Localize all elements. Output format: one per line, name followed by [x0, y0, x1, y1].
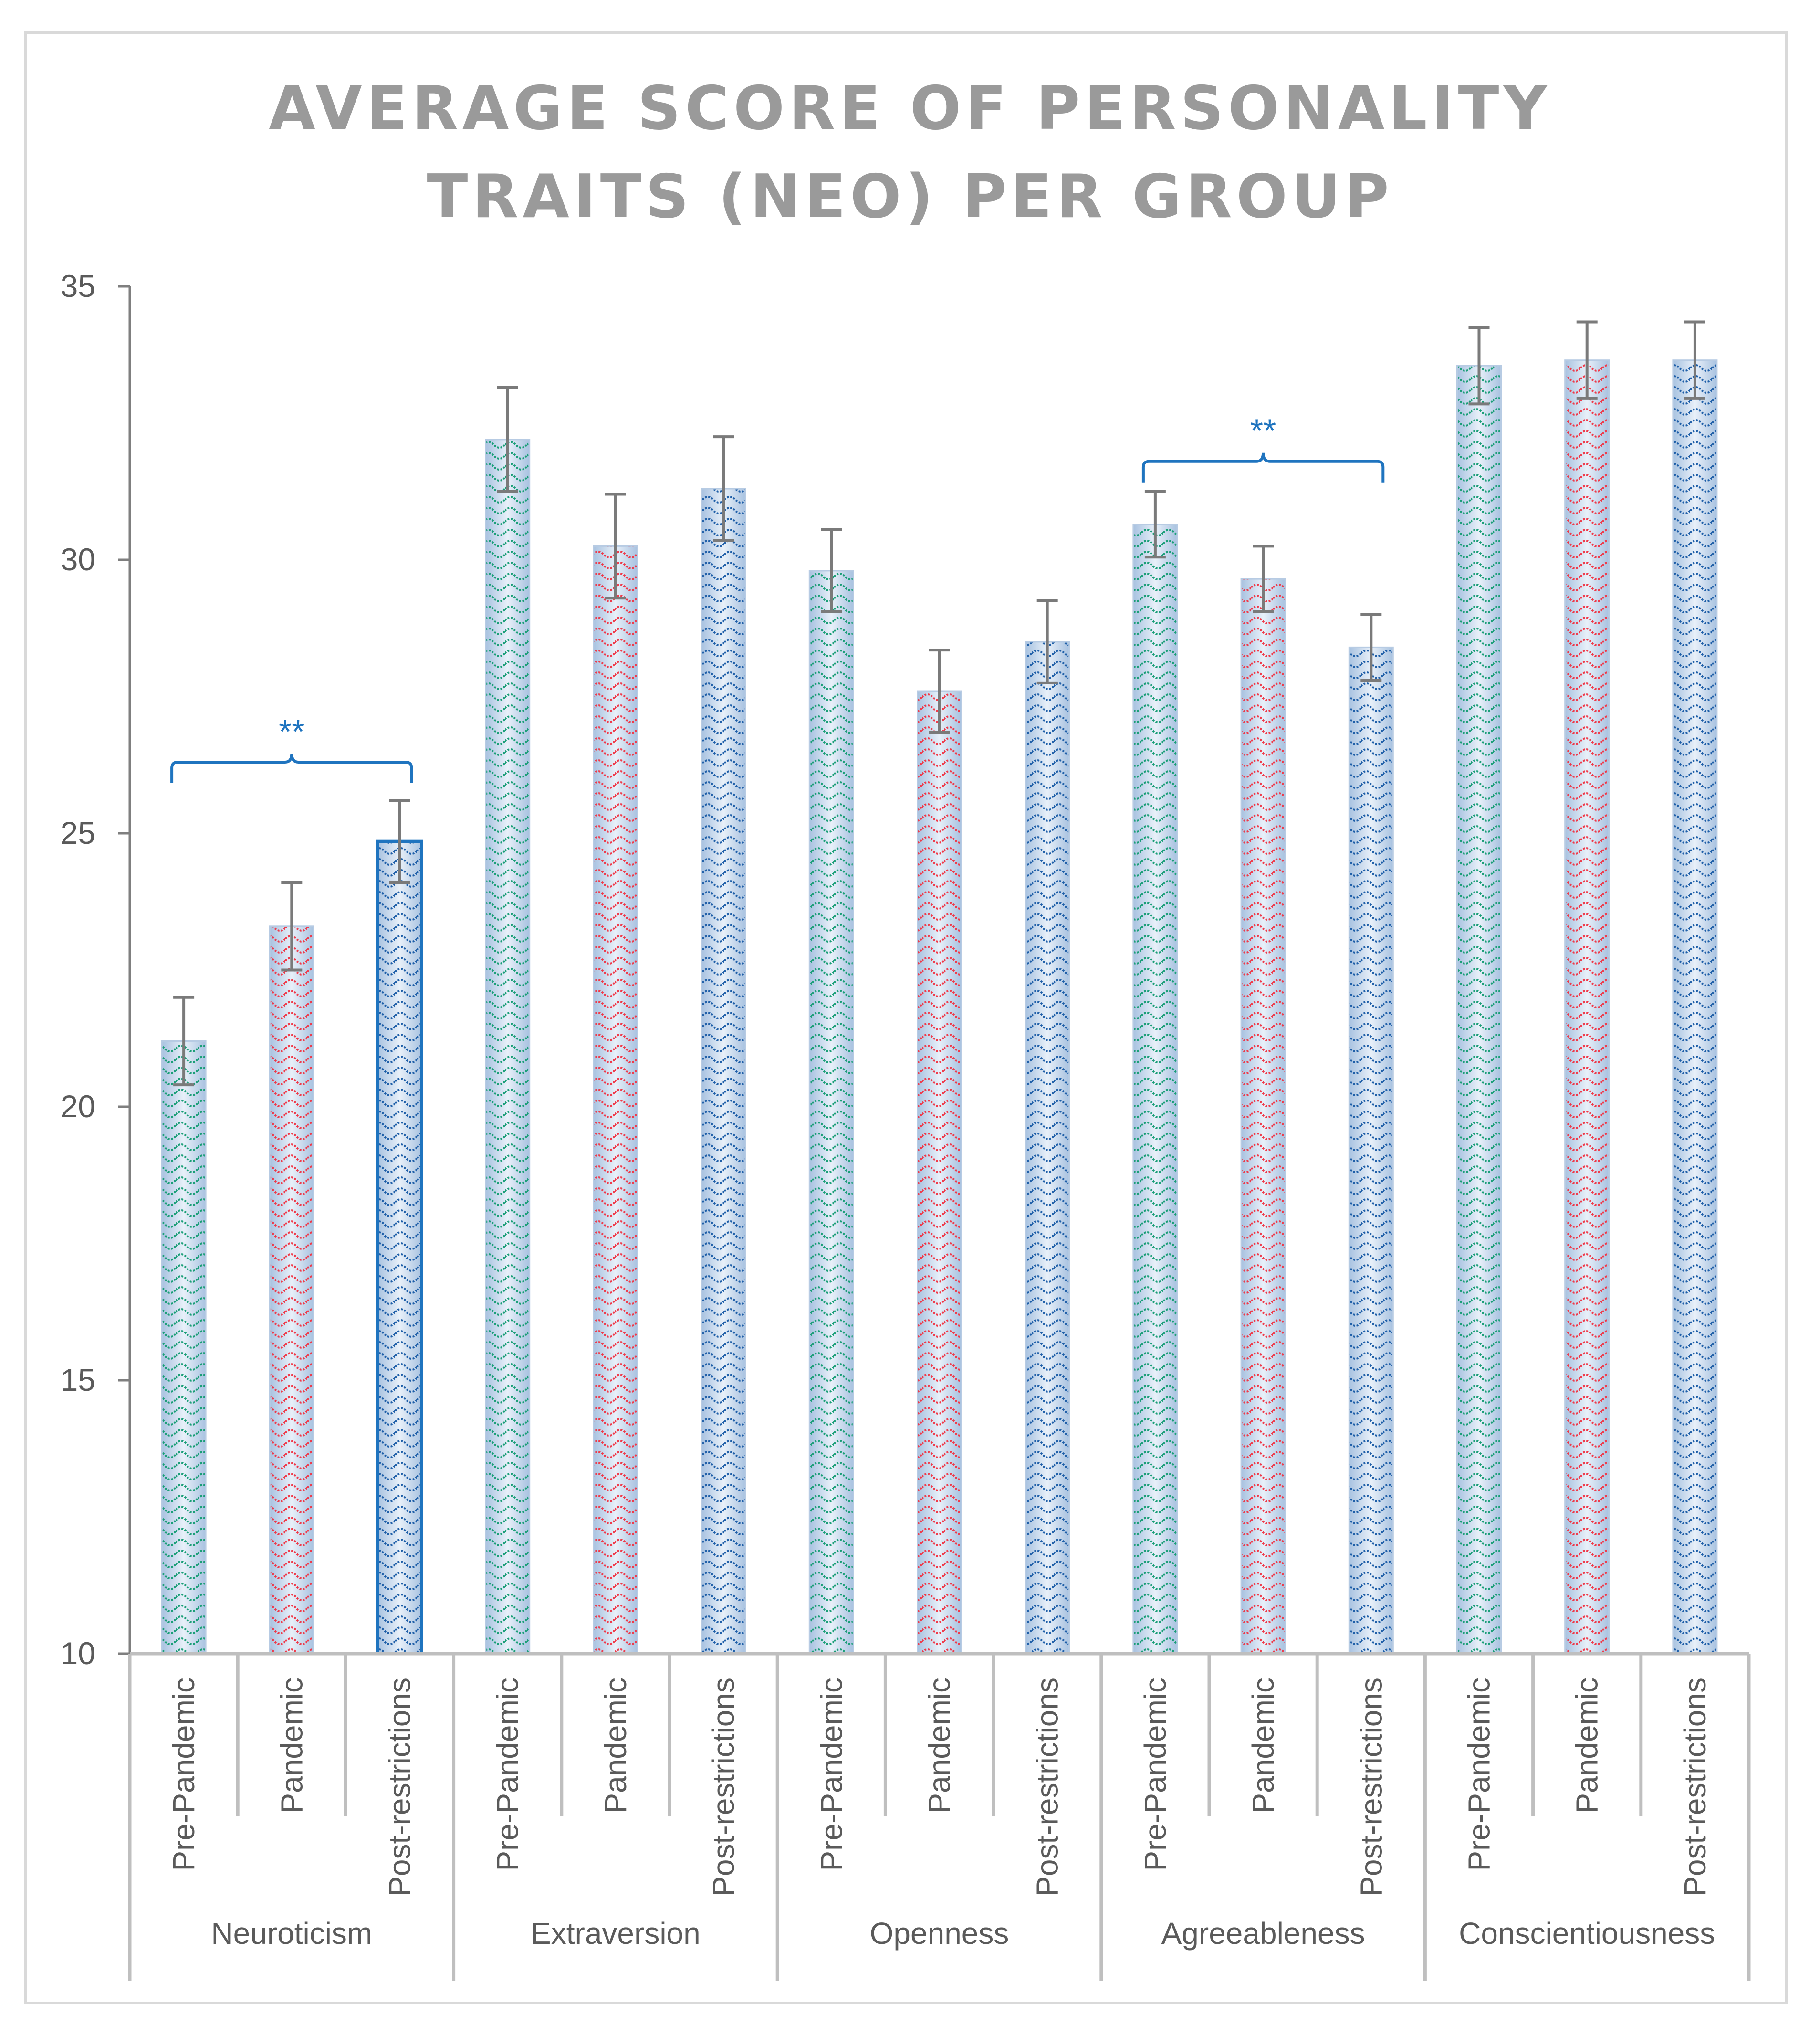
x-category-label: Pandemic: [274, 1678, 309, 1814]
x-category-label: Pre-Pandemic: [491, 1678, 525, 1871]
bar-pattern: [701, 489, 746, 1654]
error-bar-extraversion-post-restrictions: [713, 435, 734, 542]
x-group-label: Neuroticism: [211, 1916, 372, 1951]
error-bar-conscientiousness-post-restrictions: [1684, 320, 1705, 400]
x-category-label: Pandemic: [1246, 1678, 1280, 1814]
bar-pattern: [809, 570, 854, 1654]
x-category-label: Pre-Pandemic: [1138, 1678, 1172, 1871]
significance-bracket-line: [170, 753, 413, 784]
chart-title-line-1: AVERAGE SCORE OF PERSONALITY: [269, 73, 1551, 143]
bar-pattern: [1349, 647, 1393, 1654]
bar-conscientiousness-pandemic: [1564, 359, 1610, 1655]
bar-extraversion-post-restrictions: [701, 488, 746, 1655]
x-category-label: Pandemic: [1570, 1678, 1604, 1814]
y-tick-label: 25: [61, 815, 95, 850]
x-group-label: Conscientiousness: [1459, 1916, 1715, 1951]
error-bar-neuroticism-post-restrictions: [389, 799, 410, 884]
bar-neuroticism-pandemic: [269, 925, 314, 1655]
bar-neuroticism-post-restrictions: [376, 839, 423, 1656]
x-category-label: Pandemic: [922, 1678, 957, 1814]
error-bar-agreeableness-pandemic: [1253, 545, 1274, 613]
x-category-label: Pre-Pandemic: [167, 1678, 201, 1871]
y-axis: 10 15 20 25 30 35: [61, 268, 131, 1671]
bar-pattern: [162, 1041, 206, 1654]
bar-agreeableness-post-restrictions: [1348, 646, 1394, 1655]
bar-neuroticism-pre-pandemic: [161, 1040, 207, 1655]
x-category-label: Pre-Pandemic: [814, 1678, 848, 1871]
error-bar-conscientiousness-pre-pandemic: [1468, 325, 1490, 406]
bar-extraversion-pre-pandemic: [485, 439, 531, 1655]
significance-bracket: **: [170, 713, 413, 784]
bar-openness-pandemic: [917, 690, 962, 1655]
error-bar-openness-post-restrictions: [1036, 599, 1058, 684]
error-bar-neuroticism-pre-pandemic: [173, 996, 195, 1087]
bar-extraversion-pandemic: [593, 545, 638, 1655]
bar-pattern: [1565, 360, 1609, 1654]
bar-pattern: [593, 546, 638, 1654]
bar-agreeableness-pre-pandemic: [1132, 524, 1178, 1655]
y-tick-label: 20: [61, 1089, 95, 1124]
bar-pattern: [1025, 641, 1069, 1654]
error-bar-openness-pandemic: [929, 649, 950, 734]
y-tick-label: 35: [61, 268, 95, 304]
x-category-label: Post-restrictions: [383, 1678, 417, 1897]
bar-openness-pre-pandemic: [808, 570, 854, 1655]
significance-bracket-line: [1141, 452, 1385, 483]
bar-conscientiousness-post-restrictions: [1672, 359, 1718, 1655]
bar-pattern: [1457, 366, 1501, 1654]
significance-label: **: [1250, 412, 1276, 450]
significance-bracket: **: [1141, 412, 1385, 483]
bars-layer: [161, 359, 1718, 1656]
x-category-label: Pandemic: [598, 1678, 633, 1814]
bar-pattern: [270, 926, 314, 1654]
bar-pattern: [377, 841, 422, 1654]
bar-pattern: [1133, 524, 1177, 1654]
y-tick-label: 10: [61, 1636, 95, 1671]
bar-conscientiousness-pre-pandemic: [1456, 365, 1502, 1655]
error-bar-openness-pre-pandemic: [821, 528, 842, 613]
x-category-label: Post-restrictions: [706, 1678, 741, 1897]
significance-label: **: [279, 713, 304, 750]
chart-frame: [24, 31, 1788, 2004]
chart-title-line-2: TRAITS (NEO) PER GROUP: [427, 161, 1393, 231]
error-bar-conscientiousness-pandemic: [1576, 320, 1598, 400]
bar-pattern: [485, 439, 530, 1654]
x-category-label: Post-restrictions: [1354, 1678, 1388, 1897]
x-category-label: Pre-Pandemic: [1462, 1678, 1496, 1871]
error-bar-agreeableness-post-restrictions: [1360, 613, 1382, 682]
x-group-label: Agreeableness: [1161, 1916, 1365, 1951]
error-bar-neuroticism-pandemic: [281, 881, 303, 972]
bar-pattern: [1241, 579, 1286, 1654]
y-tick-label: 30: [61, 542, 95, 577]
x-category-label: Post-restrictions: [1030, 1678, 1065, 1897]
error-bar-extraversion-pandemic: [605, 493, 626, 600]
y-tick-label: 15: [61, 1362, 95, 1397]
x-category-label: Post-restrictions: [1678, 1678, 1712, 1897]
bar-openness-post-restrictions: [1025, 641, 1070, 1655]
bar-agreeableness-pandemic: [1240, 578, 1286, 1655]
bar-pattern: [917, 691, 962, 1654]
significance-layer: ** **: [170, 412, 1385, 784]
error-bar-agreeableness-pre-pandemic: [1144, 490, 1166, 559]
error-bars-layer: [173, 320, 1705, 1087]
x-axis: Pre-Pandemic Pandemic Post-restrictions Neu…: [128, 1652, 1751, 1981]
x-group-label: Openness: [870, 1916, 1009, 1951]
x-group-label: Extraversion: [531, 1916, 701, 1951]
error-bar-extraversion-pre-pandemic: [497, 386, 518, 493]
bar-pattern: [1673, 360, 1717, 1654]
